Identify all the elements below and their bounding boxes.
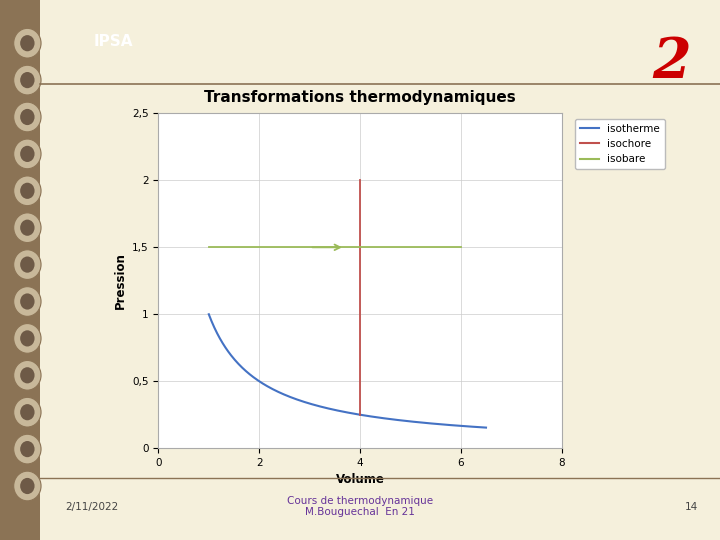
Legend: isotherme, isochore, isobare: isotherme, isochore, isobare [575,119,665,170]
Title: Transformations thermodynamiques: Transformations thermodynamiques [204,90,516,105]
Text: Cours de thermodynamique
M.Bouguechal  En 21: Cours de thermodynamique M.Bouguechal En… [287,496,433,517]
Text: 2/11/2022: 2/11/2022 [65,502,118,511]
Text: IPSA: IPSA [94,33,133,49]
Y-axis label: Pression: Pression [114,252,127,309]
Text: 14: 14 [685,502,698,511]
X-axis label: Volume: Volume [336,474,384,487]
Text: 2: 2 [652,35,691,90]
